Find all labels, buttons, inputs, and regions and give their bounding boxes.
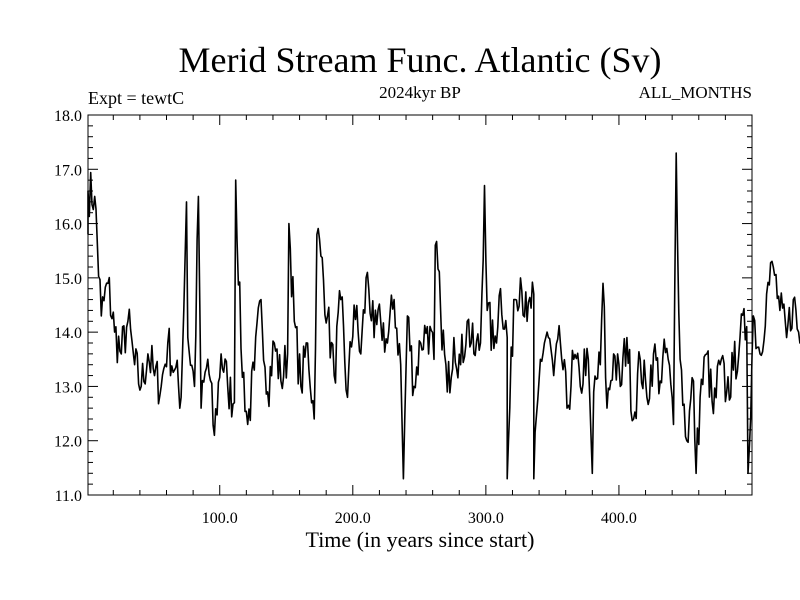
y-tick-label: 13.0: [54, 379, 82, 396]
y-tick-label: 16.0: [54, 217, 82, 234]
y-tick-label: 18.0: [54, 108, 82, 125]
series-line-atlantic: [87, 152, 800, 480]
x-axis: 100.0 200.0 300.0 400.0: [112, 115, 726, 527]
x-tick-label: 200.0: [335, 510, 371, 527]
y-tick-label: 11.0: [55, 488, 82, 505]
months-label: ALL_MONTHS: [639, 83, 752, 102]
x-tick-label: 300.0: [468, 510, 504, 527]
experiment-label: Expt = tewtC: [88, 88, 184, 108]
x-tick-label: 400.0: [601, 510, 637, 527]
y-axis: 11.0 12.0 13.0 14.0 15.0 16.0 17.0 18.0: [54, 108, 752, 505]
y-tick-label: 15.0: [54, 271, 82, 288]
plot-area: [87, 152, 800, 480]
x-tick-label: 100.0: [202, 510, 238, 527]
chart-title: Merid Stream Func. Atlantic (Sv): [179, 40, 662, 80]
period-label: 2024kyr BP: [379, 83, 461, 102]
plot-frame: [87, 114, 753, 496]
y-tick-label: 17.0: [54, 162, 82, 179]
x-axis-label: Time (in years since start): [306, 527, 535, 552]
y-tick-label: 14.0: [54, 325, 82, 342]
y-tick-label: 12.0: [54, 434, 82, 451]
